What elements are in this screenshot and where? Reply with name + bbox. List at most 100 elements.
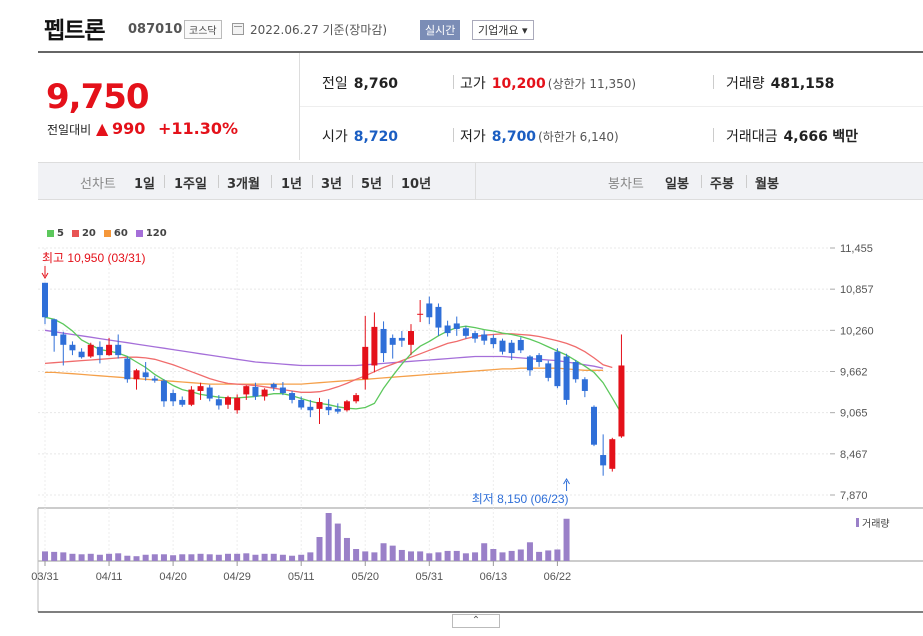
candle-body (197, 386, 204, 391)
open-cell: 시가 8,720 (322, 126, 398, 146)
candle-body (307, 406, 314, 411)
high-cell: 고가 10,200 (상한가 11,350) (460, 73, 636, 93)
separator (164, 175, 165, 188)
period-3m[interactable]: 3개월 (227, 177, 260, 192)
candle-body (581, 379, 588, 391)
legend-swatch (47, 230, 54, 237)
period-3y[interactable]: 3년 (321, 177, 343, 192)
candle-body (289, 393, 296, 400)
volume-bar (69, 553, 76, 561)
market-badge: 코스닥 (184, 20, 222, 39)
company-overview-button[interactable]: 기업개요 ▾ (472, 20, 534, 40)
candle-body (316, 401, 323, 409)
volume-bar (353, 549, 360, 561)
y-tick-label: 10,260 (840, 325, 874, 337)
period-1w[interactable]: 1주일 (174, 177, 207, 192)
separator (218, 175, 219, 188)
stock-code: 087010 (128, 22, 183, 37)
candle-body (261, 389, 268, 397)
candle-weekly[interactable]: 주봉 (710, 177, 734, 192)
legend-ma120: 120 (135, 228, 167, 239)
period-1y[interactable]: 1년 (281, 177, 303, 192)
ma20-line (44, 333, 613, 393)
candle-body (279, 387, 286, 394)
collapse-button[interactable]: ⌃ (452, 614, 500, 628)
period-1d[interactable]: 1일 (134, 177, 156, 192)
prev-close-cell: 전일 8,760 (322, 73, 398, 93)
open-label: 시가 (322, 129, 348, 145)
volume-bar (206, 554, 213, 561)
legend-ma120-label: 120 (145, 228, 167, 239)
x-tick-label: 04/29 (223, 571, 251, 583)
candle-body (371, 326, 378, 366)
candle-body (398, 337, 405, 341)
low-label: 저가 (460, 129, 486, 145)
candle-body (87, 344, 94, 357)
candle-body (490, 337, 497, 345)
legend-swatch (135, 230, 143, 237)
volume-bar (298, 554, 305, 561)
candle-body (481, 334, 488, 341)
volume-bar (435, 552, 442, 561)
volume-bar (160, 554, 167, 561)
bar-divider (475, 163, 476, 199)
candle-body (563, 356, 570, 400)
volume-bar (563, 518, 570, 561)
candle-body (472, 333, 479, 339)
candle-body (380, 328, 387, 354)
high-label: 고가 (460, 76, 486, 92)
up-arrow-icon: ▲ (96, 119, 109, 138)
volume-bar (289, 555, 296, 561)
quote-info-panel: 전일 8,760 고가 10,200 (상한가 11,350) 거래량 481,158 … (300, 53, 923, 160)
volume-bar (307, 552, 314, 561)
volume-bar (87, 553, 94, 561)
legend-ma20-label: 20 (81, 228, 96, 239)
change-percent: +11.30% (158, 119, 239, 138)
separator (312, 175, 313, 188)
candle-body (417, 313, 424, 315)
legend-ma60: 60 (103, 228, 128, 239)
realtime-button[interactable]: 실시간 (420, 20, 461, 40)
volume-bar (106, 553, 113, 561)
candle-monthly[interactable]: 월봉 (755, 177, 779, 192)
candle-body (600, 455, 607, 466)
period-10y[interactable]: 10년 (401, 177, 432, 192)
candle-body (618, 365, 625, 437)
legend-ma5: 5 (47, 228, 64, 239)
period-5y[interactable]: 5년 (361, 177, 383, 192)
volume-bar (179, 554, 186, 561)
candle-body (462, 328, 469, 336)
change-label: 전일대비 (47, 123, 92, 137)
volume-bar (499, 552, 506, 561)
stock-name: 펩트론 (44, 18, 105, 44)
low-annotation: 최저 8,150 (06/23) (472, 492, 569, 506)
separator (713, 128, 714, 142)
candle-body (554, 351, 561, 387)
line-chart-label: 선차트 (80, 177, 116, 192)
candle-body (545, 363, 552, 378)
low-value: 8,700 (491, 129, 537, 145)
separator (746, 175, 747, 188)
volume-bar (60, 552, 67, 561)
candle-daily[interactable]: 일봉 (665, 177, 689, 192)
volume-bar (51, 551, 58, 561)
candle-body (334, 408, 341, 412)
ma120-line (44, 329, 604, 369)
prev-close-value: 8,760 (353, 76, 399, 92)
volume-bar (42, 551, 48, 561)
volume-bar (234, 553, 241, 561)
separator (713, 75, 714, 89)
low-arrow-head (563, 478, 570, 485)
y-tick-label: 8,467 (840, 449, 868, 461)
header-divider (38, 51, 923, 53)
volume-bar (545, 550, 552, 561)
volume-bar (371, 552, 378, 561)
y-tick-label: 11,455 (840, 243, 873, 255)
candle-body (508, 342, 515, 354)
volume-bar (133, 556, 140, 561)
volume-legend-swatch (856, 518, 859, 527)
x-tick-label: 03/31 (31, 571, 59, 583)
legend-ma60-label: 60 (113, 228, 128, 239)
candle-body (106, 344, 113, 356)
